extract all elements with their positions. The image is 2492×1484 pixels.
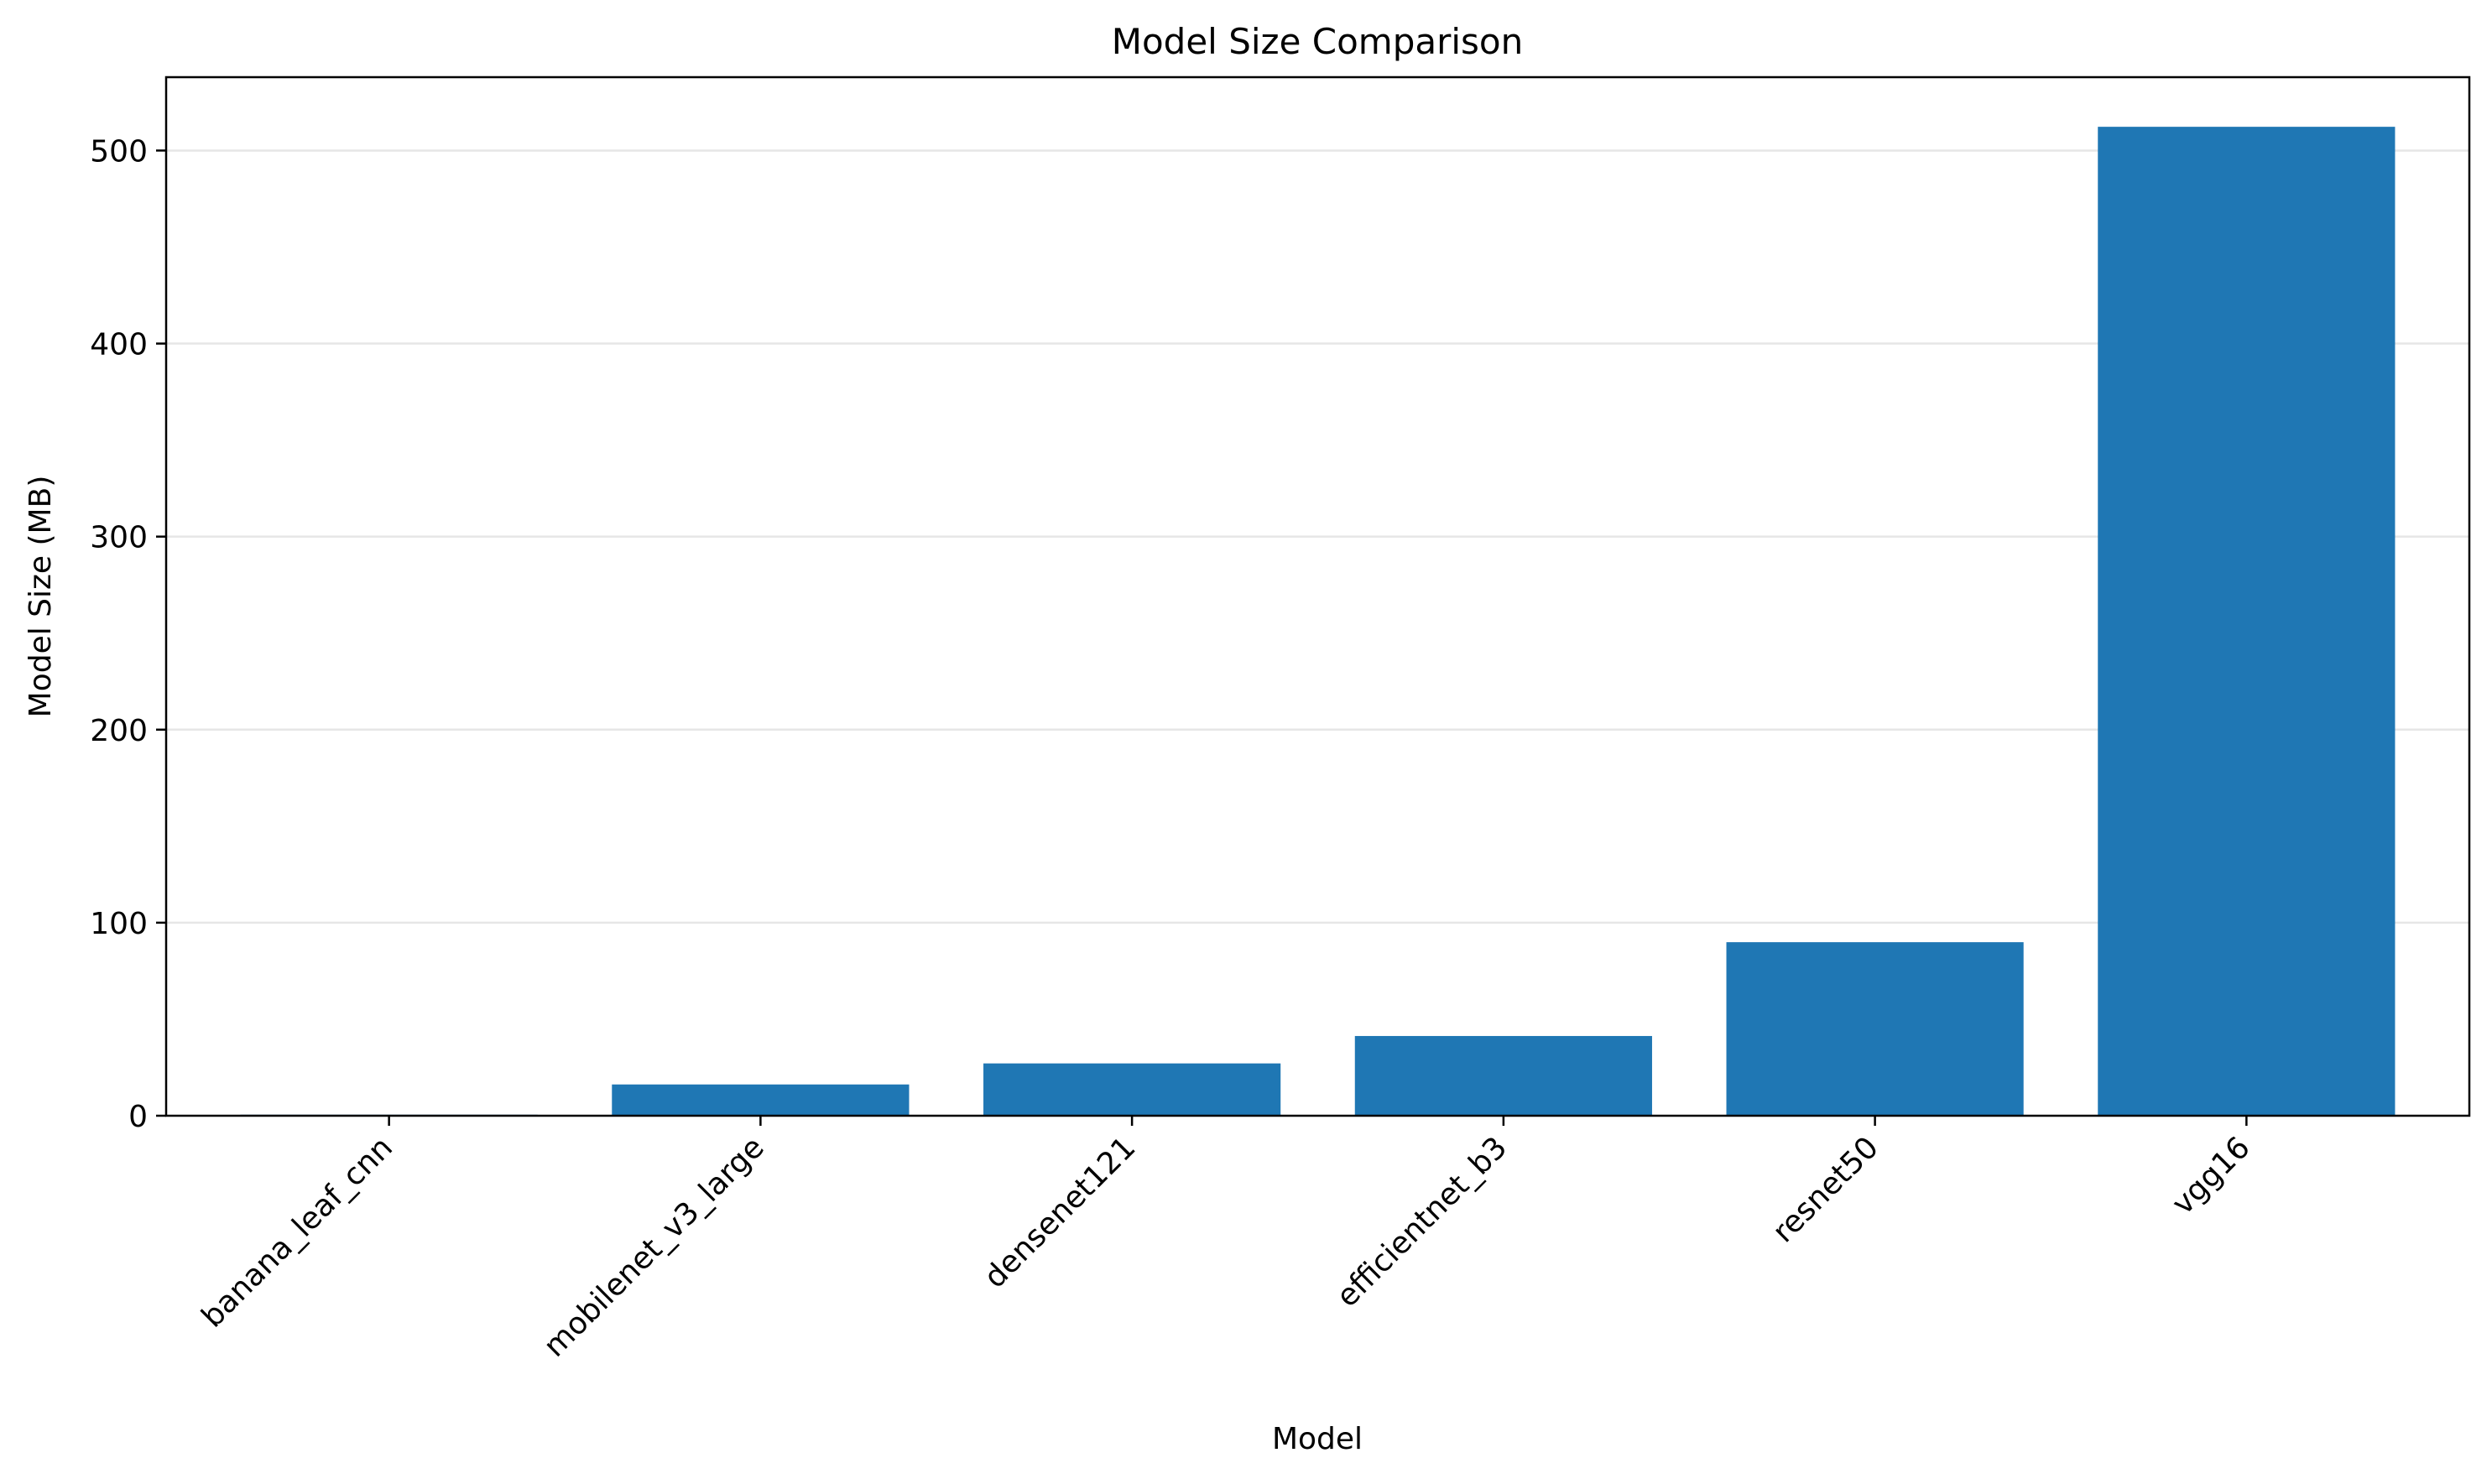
bar-densenet121 <box>983 1063 1281 1116</box>
bar-vgg16 <box>2098 127 2396 1116</box>
bar-efficientnet_b3 <box>1354 1035 1652 1116</box>
gridlines <box>166 149 2469 924</box>
y-tick-label: 500 <box>90 134 148 169</box>
x-tick-label: vgg16 <box>2166 1130 2257 1221</box>
y-tick-label: 300 <box>90 521 148 555</box>
x-axis-label: Model <box>1272 1422 1363 1456</box>
x-tick-label: mobilenet_v3_large <box>537 1130 770 1363</box>
x-tick-label: banana_leaf_cnn <box>196 1130 399 1334</box>
y-tick-label: 200 <box>90 714 148 748</box>
x-axis-ticks: banana_leaf_cnn mobilenet_v3_large densene… <box>196 1116 2257 1364</box>
bar-mobilenet_v3_large <box>612 1084 910 1116</box>
x-tick-label: densenet121 <box>978 1130 1142 1294</box>
chart-title: Model Size Comparison <box>1112 21 1524 62</box>
y-tick-label: 100 <box>90 907 148 941</box>
x-tick-label: efficientnet_b3 <box>1330 1130 1514 1314</box>
plot-frame <box>164 76 2471 1117</box>
y-tick-label: 0 <box>128 1100 148 1134</box>
y-axis-label: Model Size (MB) <box>23 476 58 718</box>
x-tick-label: resnet50 <box>1766 1130 1885 1249</box>
bar-resnet50 <box>1726 942 2024 1116</box>
y-tick-label: 400 <box>90 328 148 362</box>
bars <box>240 127 2396 1116</box>
y-axis-ticks: 0 100 200 300 400 500 <box>90 134 166 1134</box>
